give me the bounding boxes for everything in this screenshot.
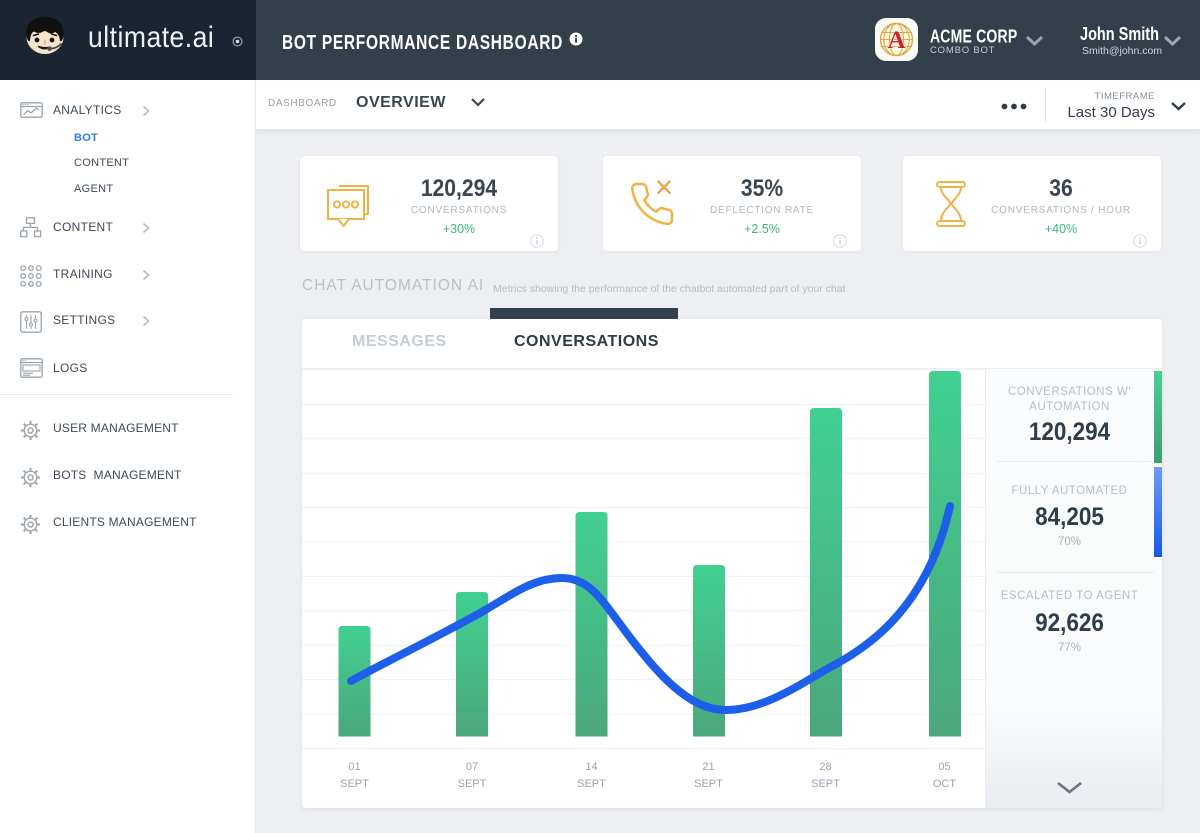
svg-text:SEPT: SEPT — [694, 778, 723, 790]
svg-text:SEPT: SEPT — [340, 778, 369, 790]
svg-text:01: 01 — [348, 761, 360, 773]
svg-text:14: 14 — [585, 761, 597, 773]
svg-text:07: 07 — [466, 761, 478, 773]
svg-text:28: 28 — [819, 761, 831, 773]
svg-text:SEPT: SEPT — [577, 778, 606, 790]
svg-text:OCT: OCT — [933, 778, 957, 790]
svg-text:SEPT: SEPT — [458, 778, 487, 790]
svg-text:A: A — [887, 27, 905, 54]
svg-text:05: 05 — [938, 761, 950, 773]
svg-text:SEPT: SEPT — [811, 778, 840, 790]
svg-text:21: 21 — [702, 761, 714, 773]
